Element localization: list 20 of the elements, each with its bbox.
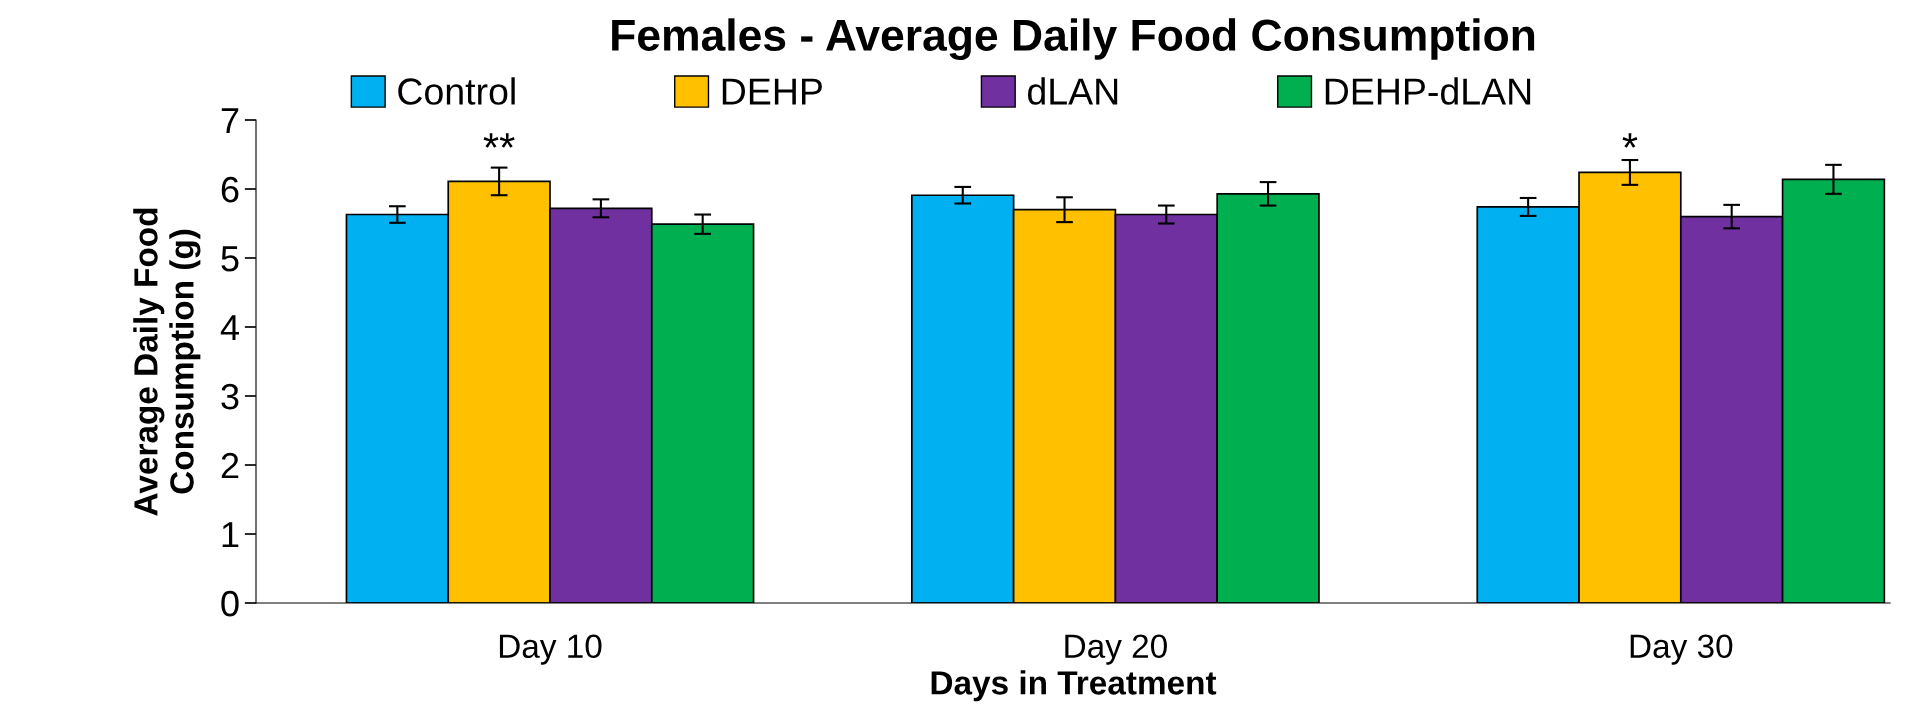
y-tick-label: 6 [221, 176, 239, 203]
y-tick-label: 4 [220, 315, 239, 341]
legend-label: DEHP [722, 78, 822, 105]
annotation: * [1622, 133, 1638, 148]
y-axis-title: Average Daily Food Consumption (g) [133, 208, 201, 516]
legend-label: dLAN [1028, 77, 1118, 105]
y-tick-label: 2 [221, 452, 239, 479]
y-tick-label: 7 [221, 108, 239, 134]
chart-title: Females - Average Daily Food Consumption [612, 18, 1535, 60]
x-tick-label: Day 20 [1065, 634, 1167, 665]
y-tick-label: 5 [221, 246, 239, 272]
legend-label: Control [398, 77, 515, 105]
x-tick-label: Day 30 [1630, 634, 1733, 665]
x-axis-title: Days in Treatment [931, 670, 1217, 702]
y-tick-label: 3 [221, 383, 239, 410]
x-tick-label: Day 10 [499, 634, 602, 665]
y-tick-label: 1 [222, 522, 239, 548]
y-tick-label: 0 [221, 590, 239, 617]
annotation: ** [483, 133, 515, 148]
legend-label: DEHP-dLAN [1325, 77, 1531, 105]
